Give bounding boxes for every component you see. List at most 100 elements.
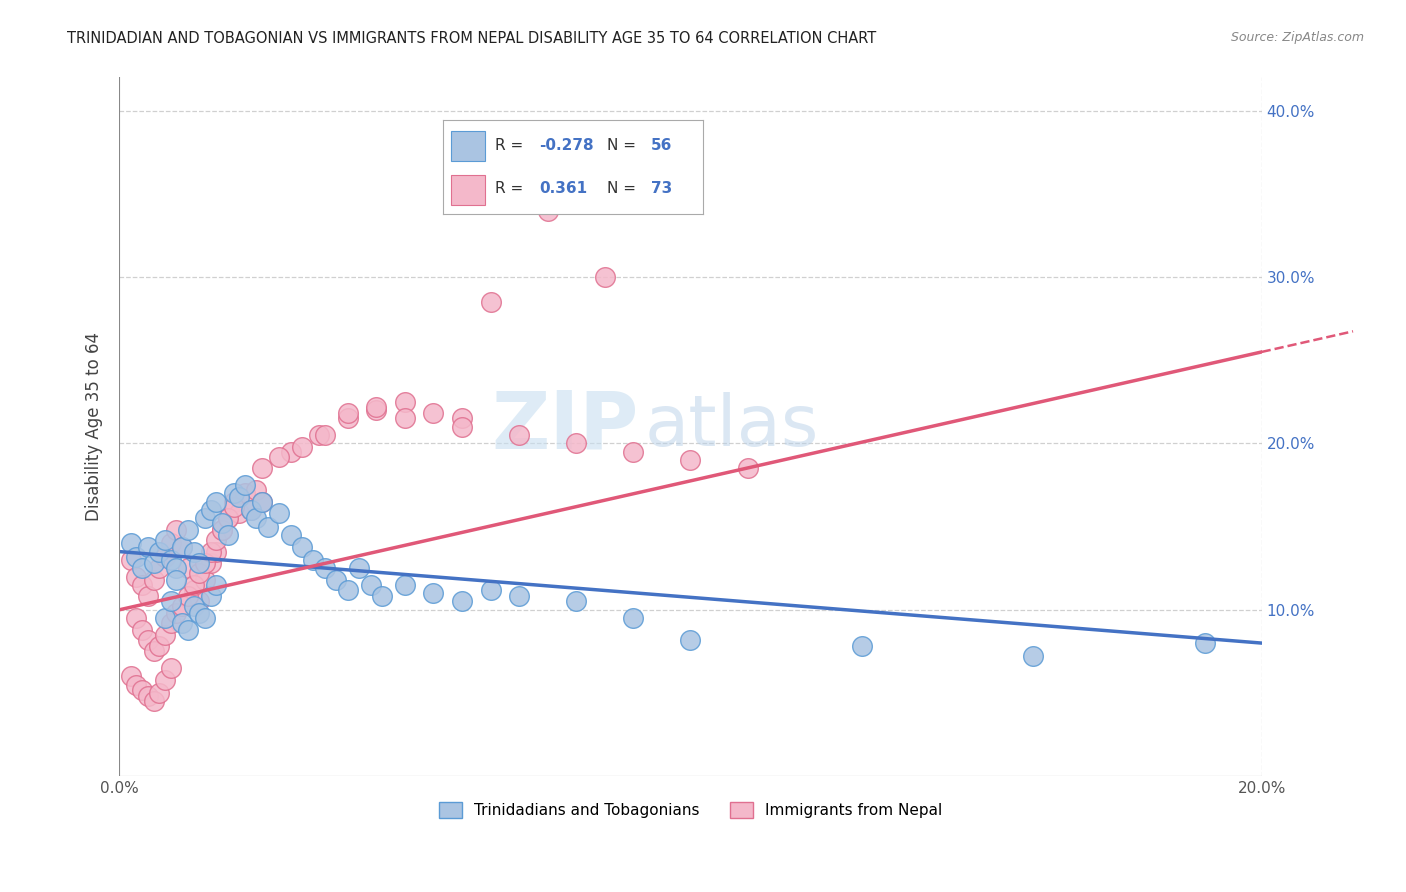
Point xyxy=(508,590,530,604)
Point xyxy=(394,395,416,409)
Point xyxy=(131,682,153,697)
Point xyxy=(336,407,359,421)
Point xyxy=(148,640,170,654)
Point xyxy=(188,594,211,608)
Point xyxy=(211,523,233,537)
Point xyxy=(479,295,502,310)
Point xyxy=(269,506,291,520)
Point xyxy=(148,544,170,558)
Point xyxy=(136,540,159,554)
Point xyxy=(165,573,187,587)
Point xyxy=(183,578,205,592)
Point xyxy=(280,528,302,542)
Point xyxy=(222,500,245,514)
Text: atlas: atlas xyxy=(645,392,820,461)
Point xyxy=(177,590,200,604)
Point xyxy=(183,582,205,597)
Point xyxy=(366,400,388,414)
Point xyxy=(142,644,165,658)
Point xyxy=(159,616,181,631)
Text: R =: R = xyxy=(495,138,529,153)
Text: R =: R = xyxy=(495,181,533,196)
Point xyxy=(593,270,616,285)
Point xyxy=(336,582,359,597)
Point xyxy=(371,590,394,604)
Point xyxy=(250,494,273,508)
Point xyxy=(239,503,262,517)
Point xyxy=(205,544,228,558)
Point xyxy=(217,511,239,525)
Point xyxy=(125,611,148,625)
Text: 0.361: 0.361 xyxy=(538,181,588,196)
Point xyxy=(508,428,530,442)
Point xyxy=(228,506,250,520)
Point xyxy=(291,540,314,554)
Point xyxy=(314,428,336,442)
Point xyxy=(679,632,702,647)
Point xyxy=(621,444,644,458)
Point xyxy=(451,594,474,608)
Point xyxy=(136,632,159,647)
Point xyxy=(125,569,148,583)
Point xyxy=(200,590,222,604)
Point xyxy=(188,556,211,570)
Point xyxy=(422,586,444,600)
Point xyxy=(194,573,217,587)
Point xyxy=(200,544,222,558)
Point xyxy=(256,519,278,533)
Point xyxy=(233,486,256,500)
Point xyxy=(177,523,200,537)
Point xyxy=(245,483,267,497)
Point xyxy=(269,450,291,464)
Point xyxy=(200,556,222,570)
Point xyxy=(565,594,588,608)
Point xyxy=(205,533,228,547)
Point xyxy=(347,561,370,575)
Point xyxy=(211,523,233,537)
Point xyxy=(1022,649,1045,664)
Point xyxy=(291,440,314,454)
Point xyxy=(165,561,187,575)
Point xyxy=(142,556,165,570)
Point xyxy=(222,494,245,508)
Point xyxy=(125,678,148,692)
Point xyxy=(159,661,181,675)
Point xyxy=(302,553,325,567)
Point xyxy=(120,536,142,550)
Point xyxy=(280,444,302,458)
Text: Source: ZipAtlas.com: Source: ZipAtlas.com xyxy=(1230,31,1364,45)
Bar xyxy=(451,175,485,205)
Point xyxy=(621,611,644,625)
Point xyxy=(159,594,181,608)
Point xyxy=(172,540,194,554)
Point xyxy=(451,411,474,425)
Point xyxy=(159,553,181,567)
Point xyxy=(250,461,273,475)
Point xyxy=(314,561,336,575)
Point xyxy=(148,561,170,575)
Point xyxy=(136,590,159,604)
Point xyxy=(148,686,170,700)
Point xyxy=(250,494,273,508)
Point xyxy=(142,573,165,587)
Point xyxy=(233,478,256,492)
Point xyxy=(205,494,228,508)
Text: N =: N = xyxy=(607,138,641,153)
Text: 56: 56 xyxy=(651,138,672,153)
Point xyxy=(194,556,217,570)
Point xyxy=(200,503,222,517)
Point xyxy=(188,606,211,620)
Point xyxy=(188,566,211,581)
Point xyxy=(120,553,142,567)
Point xyxy=(537,203,560,218)
Point xyxy=(228,490,250,504)
Y-axis label: Disability Age 35 to 64: Disability Age 35 to 64 xyxy=(86,333,103,521)
Point xyxy=(153,673,176,687)
Point xyxy=(120,669,142,683)
Point xyxy=(136,690,159,704)
Point xyxy=(131,623,153,637)
Point xyxy=(153,628,176,642)
Point xyxy=(451,419,474,434)
Point xyxy=(131,578,153,592)
Point xyxy=(131,561,153,575)
